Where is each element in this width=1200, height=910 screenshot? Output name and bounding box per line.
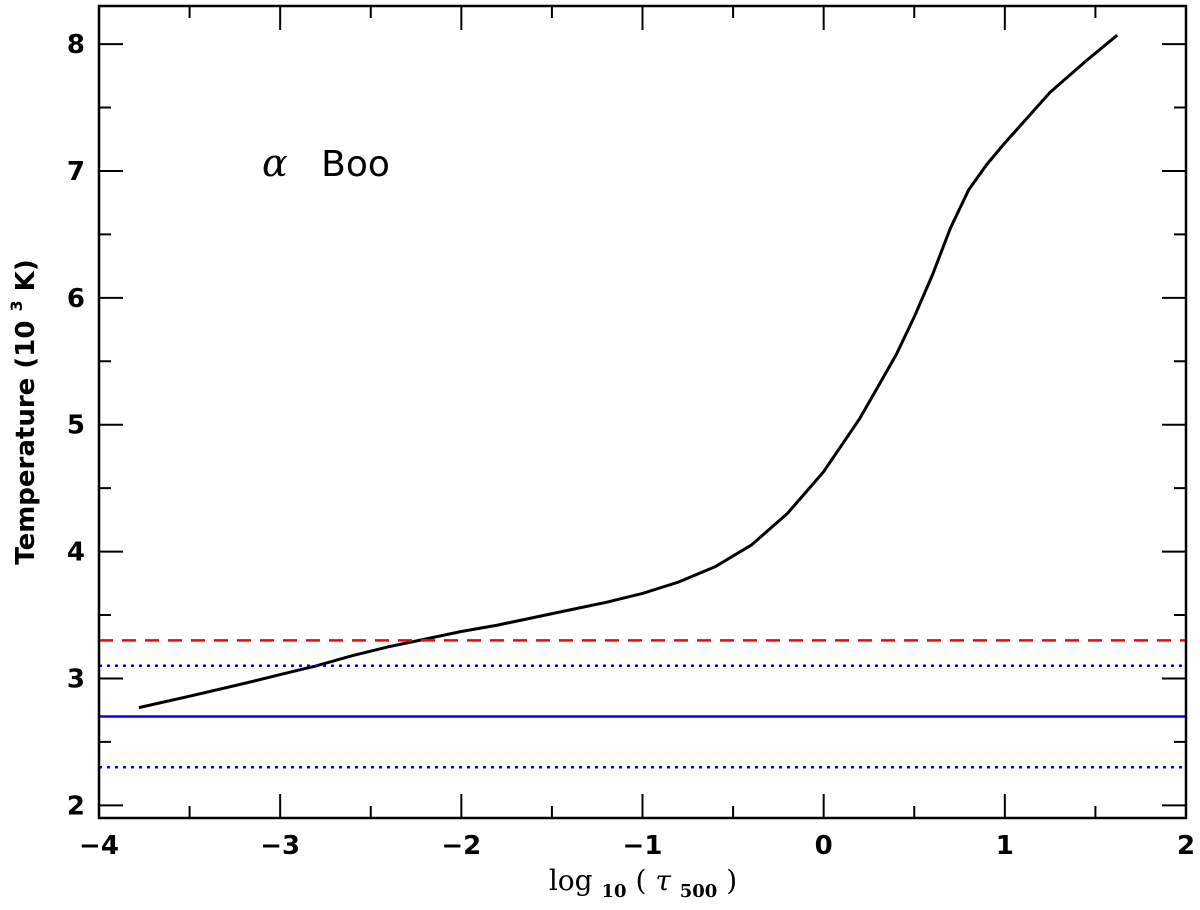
y-tick-label: 3: [67, 664, 85, 694]
y-tick-label: 2: [67, 791, 85, 821]
x-label-tau: τ: [655, 864, 671, 897]
x-tick-label: −1: [623, 831, 663, 861]
ticks-layer: −4 −3 −2 −1 0 1 2 2 3 4 5 6 7 8: [67, 6, 1195, 861]
x-axis-label: log 10 ( τ 500 ): [549, 864, 737, 904]
plot-frame: [97, 4, 1188, 820]
x-tick-label: −4: [79, 831, 119, 861]
y-tick-label: 8: [67, 30, 85, 60]
x-label-tau-subscript: 500: [680, 881, 718, 902]
x-tick-label: 0: [815, 831, 833, 861]
y-axis-label: Temperature (10 3 K): [0, 259, 41, 564]
y-tick-label: 7: [67, 157, 85, 187]
y-label-superscript: 3: [7, 300, 26, 311]
series-layer: [99, 34, 1186, 769]
y-label-main: Temperature (10: [11, 321, 41, 565]
x-label-open-paren: (: [635, 864, 646, 897]
y-tick-label: 4: [67, 538, 85, 568]
x-tick-label: −3: [260, 831, 300, 861]
y-label-tail: K): [11, 259, 41, 291]
annotation-greek-letter: α: [262, 141, 288, 185]
x-label-base: log: [549, 864, 593, 897]
series-line-0: [138, 34, 1119, 710]
y-tick-label: 5: [67, 411, 85, 441]
x-tick-label: 1: [996, 831, 1014, 861]
x-label-close-paren: ): [726, 864, 737, 897]
x-tick-label: 2: [1177, 831, 1195, 861]
y-tick-label: 6: [67, 284, 85, 314]
star-name-annotation: α Boo: [262, 141, 390, 185]
annotation-text: Boo: [321, 144, 390, 185]
x-tick-label: −2: [441, 831, 481, 861]
x-label-base-subscript: 10: [602, 881, 627, 902]
